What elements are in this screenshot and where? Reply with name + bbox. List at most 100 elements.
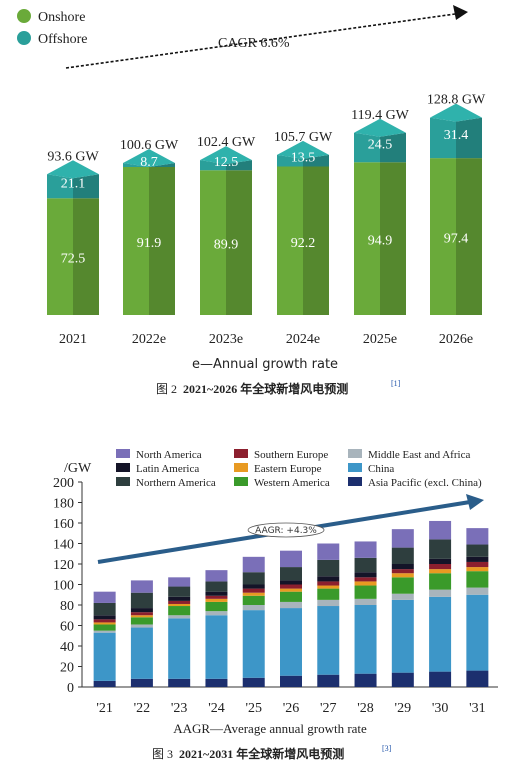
bar-segment-latin-america-26 — [280, 580, 302, 585]
legend-label-china: China — [368, 463, 394, 475]
bar-segment-eastern-europe-22 — [130, 615, 153, 618]
figure2-cagr-label: CAGR 6.6% — [218, 36, 290, 51]
legend-label-northern-america: Northern America — [136, 477, 216, 489]
bar-segment-eastern-europe-23 — [168, 603, 191, 607]
bar-segment-western-america-26 — [280, 591, 302, 602]
bar-segment-northern-america-26 — [280, 567, 302, 581]
bar-face-left-offshore-2024e — [277, 154, 303, 167]
bar-segment-latin-america-28 — [354, 572, 377, 578]
bar-segment-asia-pacific-excl-china-30 — [429, 671, 452, 687]
bar-face-right-offshore-2023e — [226, 160, 252, 171]
bar-segment-western-america-28 — [354, 585, 377, 599]
figure3-chart: North America Latin America Northern Ameri… — [53, 449, 498, 736]
bar-face-right-offshore-2024e — [303, 154, 329, 167]
figure2-caption-label: 图 2 — [156, 382, 177, 396]
figure2-caption-ref: [1] — [391, 379, 401, 388]
legend-swatch-china — [348, 463, 362, 472]
x-tick-27: '27 — [320, 701, 337, 716]
figure3-legend: North America Latin America Northern Ameri… — [116, 449, 482, 489]
bar-segment-china-30 — [429, 596, 452, 672]
bar-segment-china-24 — [205, 615, 228, 679]
aagr-label-bubble — [247, 522, 325, 538]
bar-segment-north-america-27 — [317, 543, 340, 560]
cagr-arrow-line — [65, 13, 456, 69]
bar-segment-asia-pacific-excl-china-25 — [242, 677, 265, 687]
bar-segment-china-25 — [242, 610, 265, 678]
figure2-cagr-arrow — [65, 5, 468, 69]
bar-segment-eastern-europe-25 — [242, 592, 265, 596]
bar-segment-eastern-europe-28 — [354, 581, 377, 586]
bar-segment-northern-america-30 — [429, 539, 452, 559]
bar-segment-asia-pacific-excl-china-31 — [466, 670, 489, 687]
bar-face-right-offshore-2021 — [73, 174, 99, 199]
bar-value-onshore-2024e: 92.2 — [291, 236, 316, 251]
bar-value-offshore-2021: 21.1 — [61, 176, 86, 191]
bar-value-onshore-2023e: 89.9 — [214, 238, 239, 253]
legend-swatch-middle-east-and-africa — [348, 449, 362, 458]
bar-segment-north-america-29 — [391, 529, 414, 548]
bar-face-left-onshore-2023e — [200, 170, 226, 315]
figure2-bars: 72.5 21.1 93.6 GW 2021 91.9 8.7 100.6 GW 2022e 8… — [47, 93, 486, 347]
bar-face-right-onshore-2023e — [226, 170, 252, 315]
bar-segment-latin-america-22 — [130, 608, 153, 613]
bar-segment-asia-pacific-excl-china-24 — [205, 678, 228, 687]
y-tick-label-60: 60 — [60, 620, 74, 635]
figure2-legend: Onshore Offshore — [17, 9, 88, 47]
bar-segment-middle-east-and-africa-22 — [130, 624, 153, 628]
bar-cap-2021 — [47, 160, 99, 179]
bar-face-left-offshore-2021 — [47, 174, 73, 199]
figure3-bars: '21 '22 '23 '24 '25 '26 '27 '28 '29 '30 '31 — [93, 520, 489, 716]
legend-swatch-latin-america — [116, 463, 130, 472]
bar-segment-southern-europe-28 — [354, 577, 377, 582]
bar-segment-latin-america-24 — [205, 591, 228, 596]
y-tick-label-20: 20 — [60, 661, 74, 676]
figure3-aagr-arrow: AAGR: +4.3% — [97, 494, 484, 564]
bar-value-onshore-2026e: 97.4 — [444, 232, 469, 247]
bar-face-left-offshore-2025e — [354, 132, 380, 163]
figure3-note: AAGR—Average annual growth rate — [173, 721, 367, 736]
bar-value-offshore-2023e: 12.5 — [214, 155, 239, 170]
bar-segment-middle-east-and-africa-27 — [317, 599, 340, 607]
bar-segment-china-21 — [93, 632, 116, 681]
figure2-note: e—Annual growth rate — [192, 357, 338, 372]
x-tick-24: '24 — [208, 701, 225, 716]
x-tick-28: '28 — [357, 701, 374, 716]
aagr-label: AAGR: +4.3% — [255, 526, 317, 536]
y-axis-unit: /GW — [64, 461, 92, 476]
bar-face-left-onshore-2021 — [47, 198, 73, 315]
bar-face-right-onshore-2022e — [149, 167, 175, 315]
bar-segment-middle-east-and-africa-25 — [242, 605, 265, 611]
legend-swatch-north-america — [116, 449, 130, 458]
bar-segment-middle-east-and-africa-24 — [205, 611, 228, 616]
bar-segment-eastern-europe-31 — [466, 567, 489, 572]
bar-value-onshore-2022e: 91.9 — [137, 236, 162, 251]
bar-segment-latin-america-31 — [466, 556, 489, 562]
x-tick-31: '31 — [469, 701, 486, 716]
figure3-caption: 图 3 2021~2031 年全球新增风电预测 [3] — [152, 744, 392, 761]
legend-label-middle-east-and-africa: Middle East and Africa — [368, 449, 470, 461]
bar-segment-northern-america-31 — [466, 544, 489, 557]
bar-segment-middle-east-and-africa-21 — [93, 630, 116, 633]
bar-face-right-onshore-2021 — [73, 198, 99, 315]
x-tick-21: '21 — [96, 701, 113, 716]
legend-swatch-asia-pacific-excl-china — [348, 477, 362, 486]
bar-cap-2022e — [123, 149, 175, 168]
bar-face-right-onshore-2024e — [303, 166, 329, 315]
x-tick-22: '22 — [134, 701, 151, 716]
bar-segment-asia-pacific-excl-china-21 — [93, 680, 116, 687]
figure3-axis: /GW 0 20 40 60 80 100 120 140 160 180 200 — [53, 461, 498, 696]
bar-segment-northern-america-21 — [93, 602, 116, 616]
figure2-chart: Onshore Offshore CAGR 6.6% 72.5 21.1 93.6 G… — [17, 5, 486, 372]
bar-face-left-offshore-2026e — [430, 117, 456, 159]
legend-label-offshore: Offshore — [38, 32, 88, 47]
bar-segment-western-america-24 — [205, 601, 228, 612]
bar-segment-western-america-22 — [130, 617, 153, 625]
legend-swatch-western-america — [234, 477, 248, 486]
figure2-caption: 图 2 2021~2026 年全球新增风电预测 [1] — [156, 379, 401, 396]
bar-segment-latin-america-29 — [391, 564, 414, 570]
bar-cap-2026e — [430, 103, 482, 122]
bar-segment-north-america-23 — [168, 577, 191, 587]
bar-segment-china-27 — [317, 606, 340, 675]
bar-segment-southern-europe-31 — [466, 561, 489, 568]
bar-value-offshore-2024e: 13.5 — [291, 151, 316, 166]
